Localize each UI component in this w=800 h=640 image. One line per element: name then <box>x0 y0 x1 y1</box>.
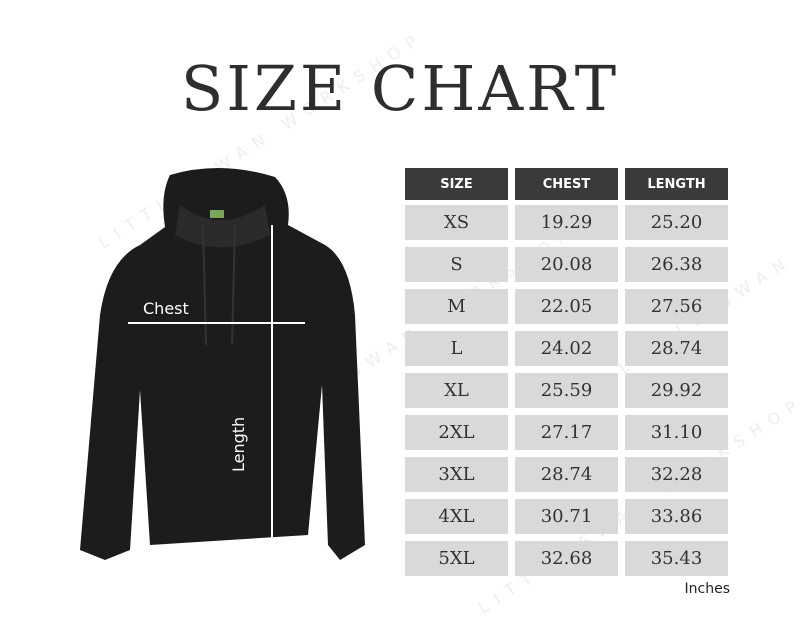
chest-cell: 27.17 <box>515 415 618 450</box>
chest-cell: 24.02 <box>515 331 618 366</box>
size-cell: 4XL <box>405 499 508 534</box>
page-title: SIZE CHART <box>180 52 620 125</box>
length-cell: 26.38 <box>625 247 728 282</box>
chest-cell: 25.59 <box>515 373 618 408</box>
hoodie-body <box>80 167 365 560</box>
chest-cell: 32.68 <box>515 541 618 576</box>
chest-cell: 28.74 <box>515 457 618 492</box>
chest-cell: 22.05 <box>515 289 618 324</box>
length-cell: 31.10 <box>625 415 728 450</box>
length-cell: 33.86 <box>625 499 728 534</box>
size-cell: 5XL <box>405 541 508 576</box>
chest-cell: 19.29 <box>515 205 618 240</box>
header-chest: CHEST <box>515 168 618 200</box>
size-cell: S <box>405 247 508 282</box>
length-cell: 32.28 <box>625 457 728 492</box>
hoodie-illustration <box>80 167 365 560</box>
length-cell: 27.56 <box>625 289 728 324</box>
chest-label: Chest <box>143 299 189 318</box>
length-cell: 29.92 <box>625 373 728 408</box>
size-cell: XS <box>405 205 508 240</box>
units-label: Inches <box>684 581 730 597</box>
header-length: LENGTH <box>625 168 728 200</box>
length-cell: 28.74 <box>625 331 728 366</box>
size-cell: 2XL <box>405 415 508 450</box>
size-cell: 3XL <box>405 457 508 492</box>
size-cell: XL <box>405 373 508 408</box>
length-cell: 35.43 <box>625 541 728 576</box>
chest-cell: 30.71 <box>515 499 618 534</box>
chest-cell: 20.08 <box>515 247 618 282</box>
header-size: SIZE <box>405 168 508 200</box>
size-cell: M <box>405 289 508 324</box>
length-label: Length <box>229 416 248 472</box>
length-cell: 25.20 <box>625 205 728 240</box>
size-cell: L <box>405 331 508 366</box>
